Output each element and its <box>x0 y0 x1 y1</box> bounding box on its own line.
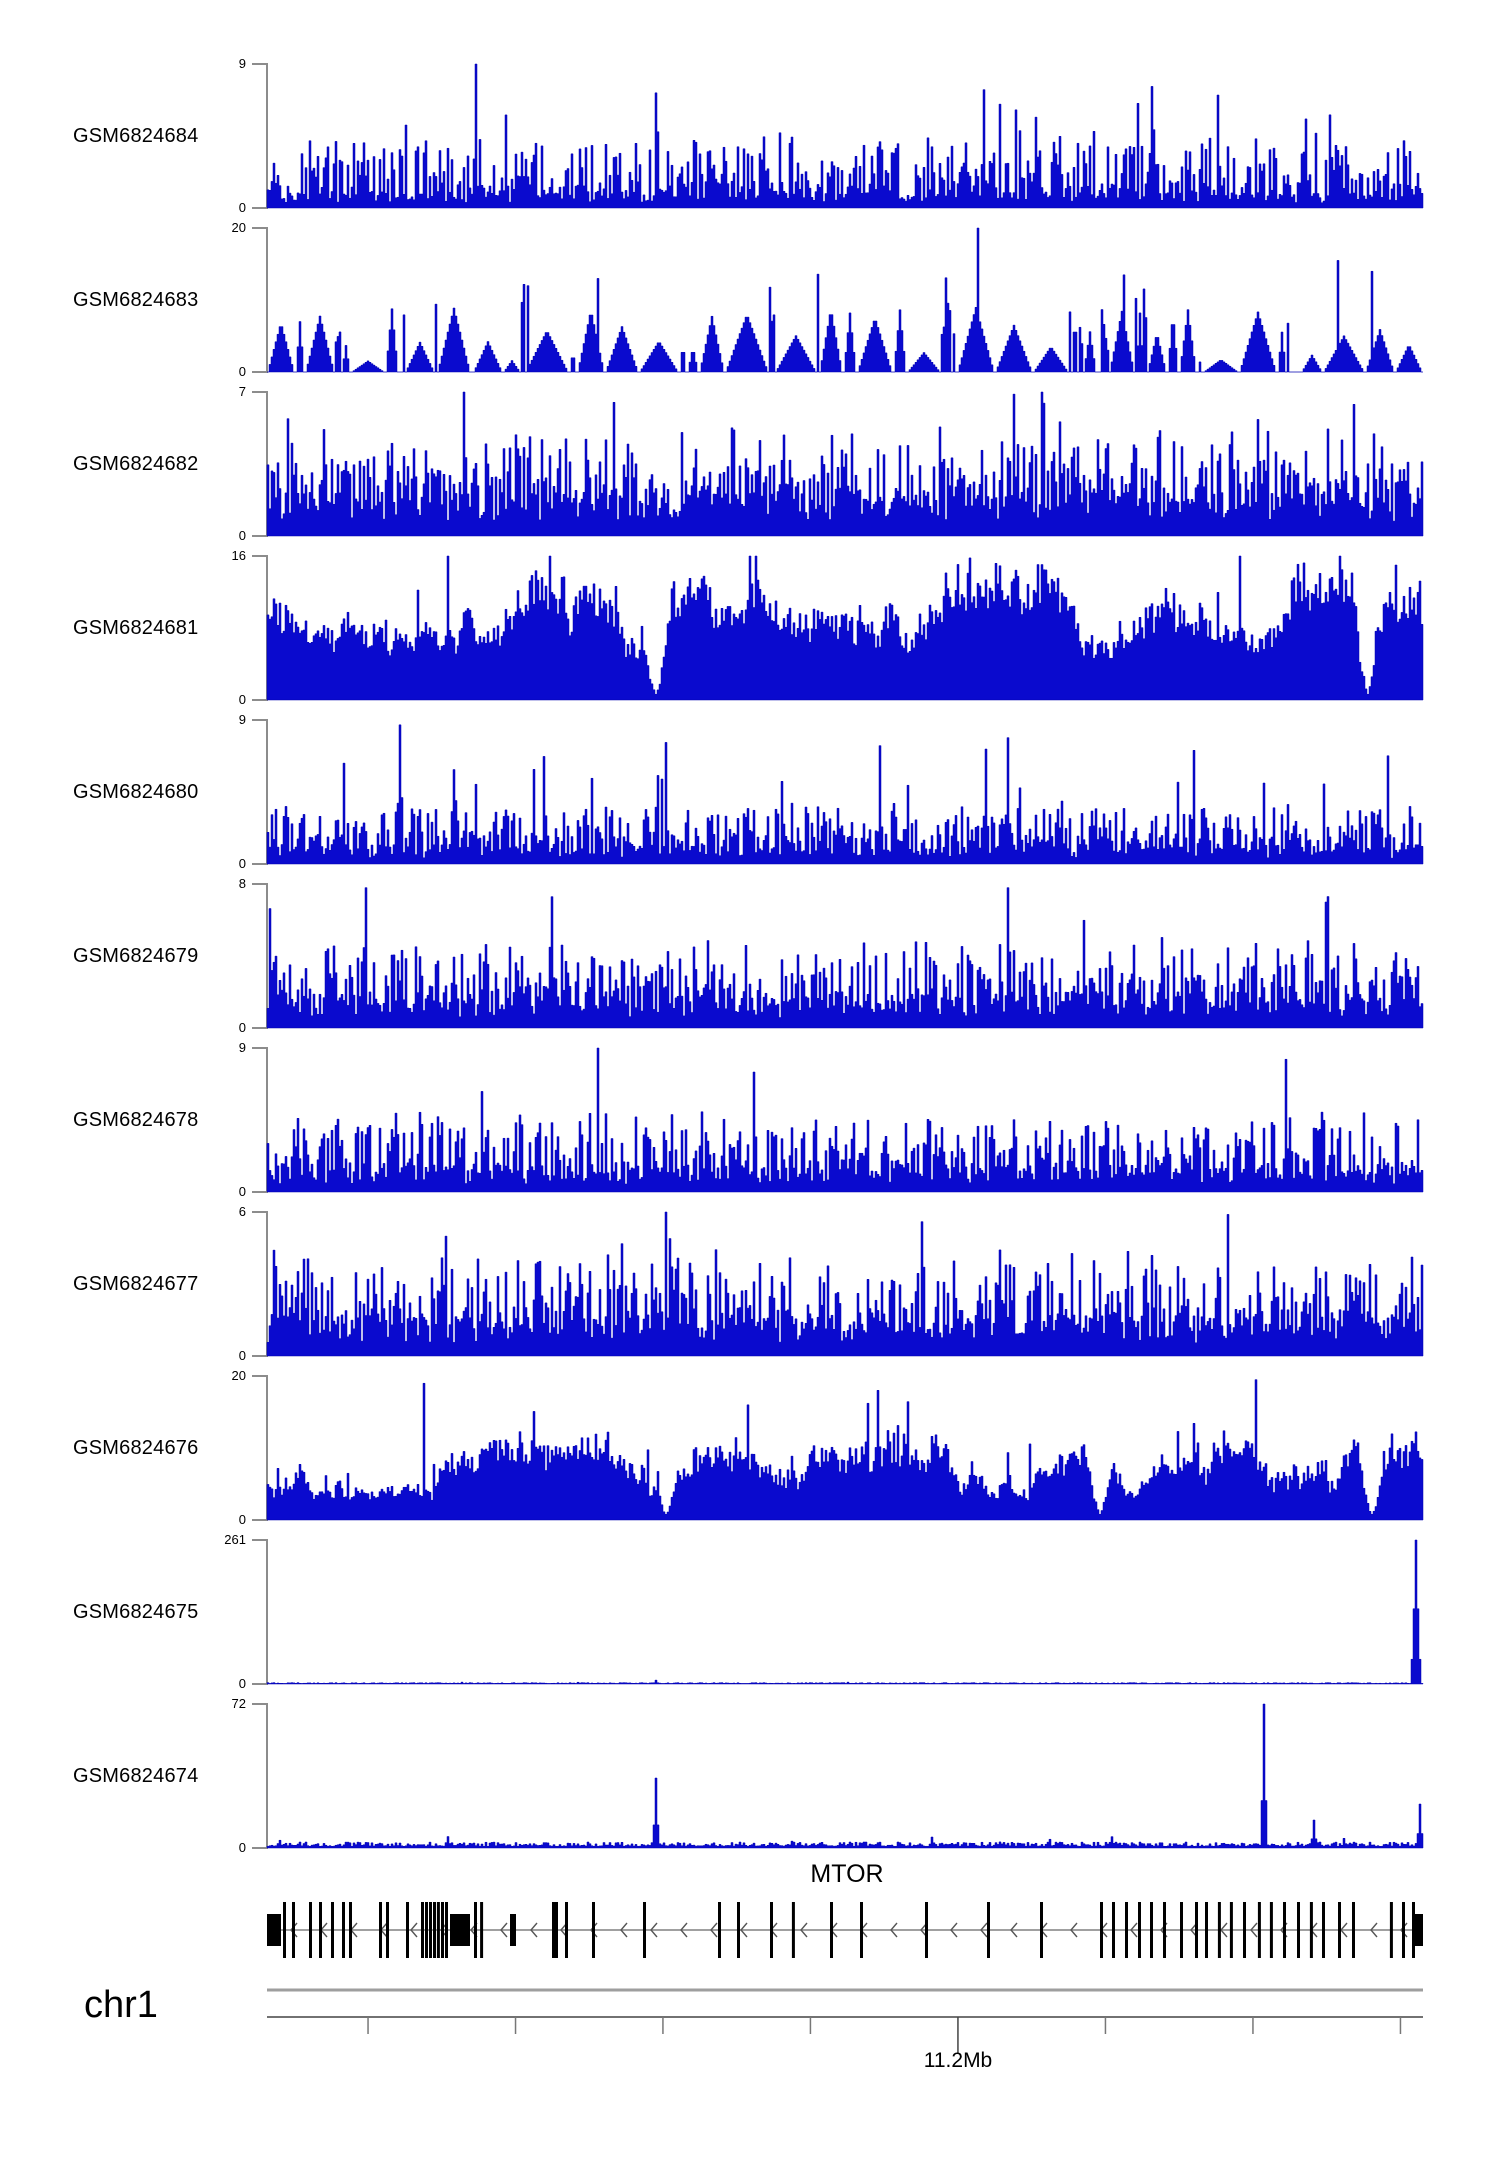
track-label: GSM6824674 <box>73 1764 199 1787</box>
track-ymax-label: 8 <box>238 876 246 891</box>
track-label: GSM6824679 <box>73 944 199 967</box>
track-label: GSM6824681 <box>73 616 199 639</box>
track-ymax-label: 9 <box>238 1040 246 1055</box>
track-ymax-label: 16 <box>231 548 246 563</box>
track-ymax-label: 20 <box>231 1368 246 1383</box>
track-ymin-label: 0 <box>238 856 246 871</box>
gene-name-label: MTOR <box>810 1860 884 1888</box>
track-ymax-label: 20 <box>231 220 246 235</box>
track-ymin-label: 0 <box>238 1020 246 1035</box>
track-label: GSM6824675 <box>73 1600 199 1623</box>
track-label: GSM6824684 <box>73 124 199 147</box>
track-label: GSM6824680 <box>73 780 199 803</box>
track-label: GSM6824683 <box>73 288 199 311</box>
track-ymax-label: 9 <box>238 712 246 727</box>
track-ymax-label: 72 <box>231 1696 246 1711</box>
track-label: GSM6824682 <box>73 452 199 475</box>
track-ymax-label: 6 <box>238 1204 246 1219</box>
track-ymin-label: 0 <box>238 1840 246 1855</box>
track-ymin-label: 0 <box>238 1512 246 1527</box>
track-ymax-label: 9 <box>238 56 246 71</box>
position-tick-label: 11.2Mb <box>923 2049 993 2072</box>
track-ymax-label: 7 <box>238 384 246 399</box>
track-ymin-label: 0 <box>238 364 246 379</box>
track-ymin-label: 0 <box>238 200 246 215</box>
chromosome-label: chr1 <box>84 1984 158 2026</box>
track-ymax-label: 261 <box>224 1532 246 1547</box>
track-ymin-label: 0 <box>238 1184 246 1199</box>
track-label: GSM6824677 <box>73 1272 199 1295</box>
track-ymin-label: 0 <box>238 692 246 707</box>
track-ymin-label: 0 <box>238 1676 246 1691</box>
track-ymin-label: 0 <box>238 528 246 543</box>
track-label: GSM6824676 <box>73 1436 199 1459</box>
track-ymin-label: 0 <box>238 1348 246 1363</box>
track-label: GSM6824678 <box>73 1108 199 1131</box>
